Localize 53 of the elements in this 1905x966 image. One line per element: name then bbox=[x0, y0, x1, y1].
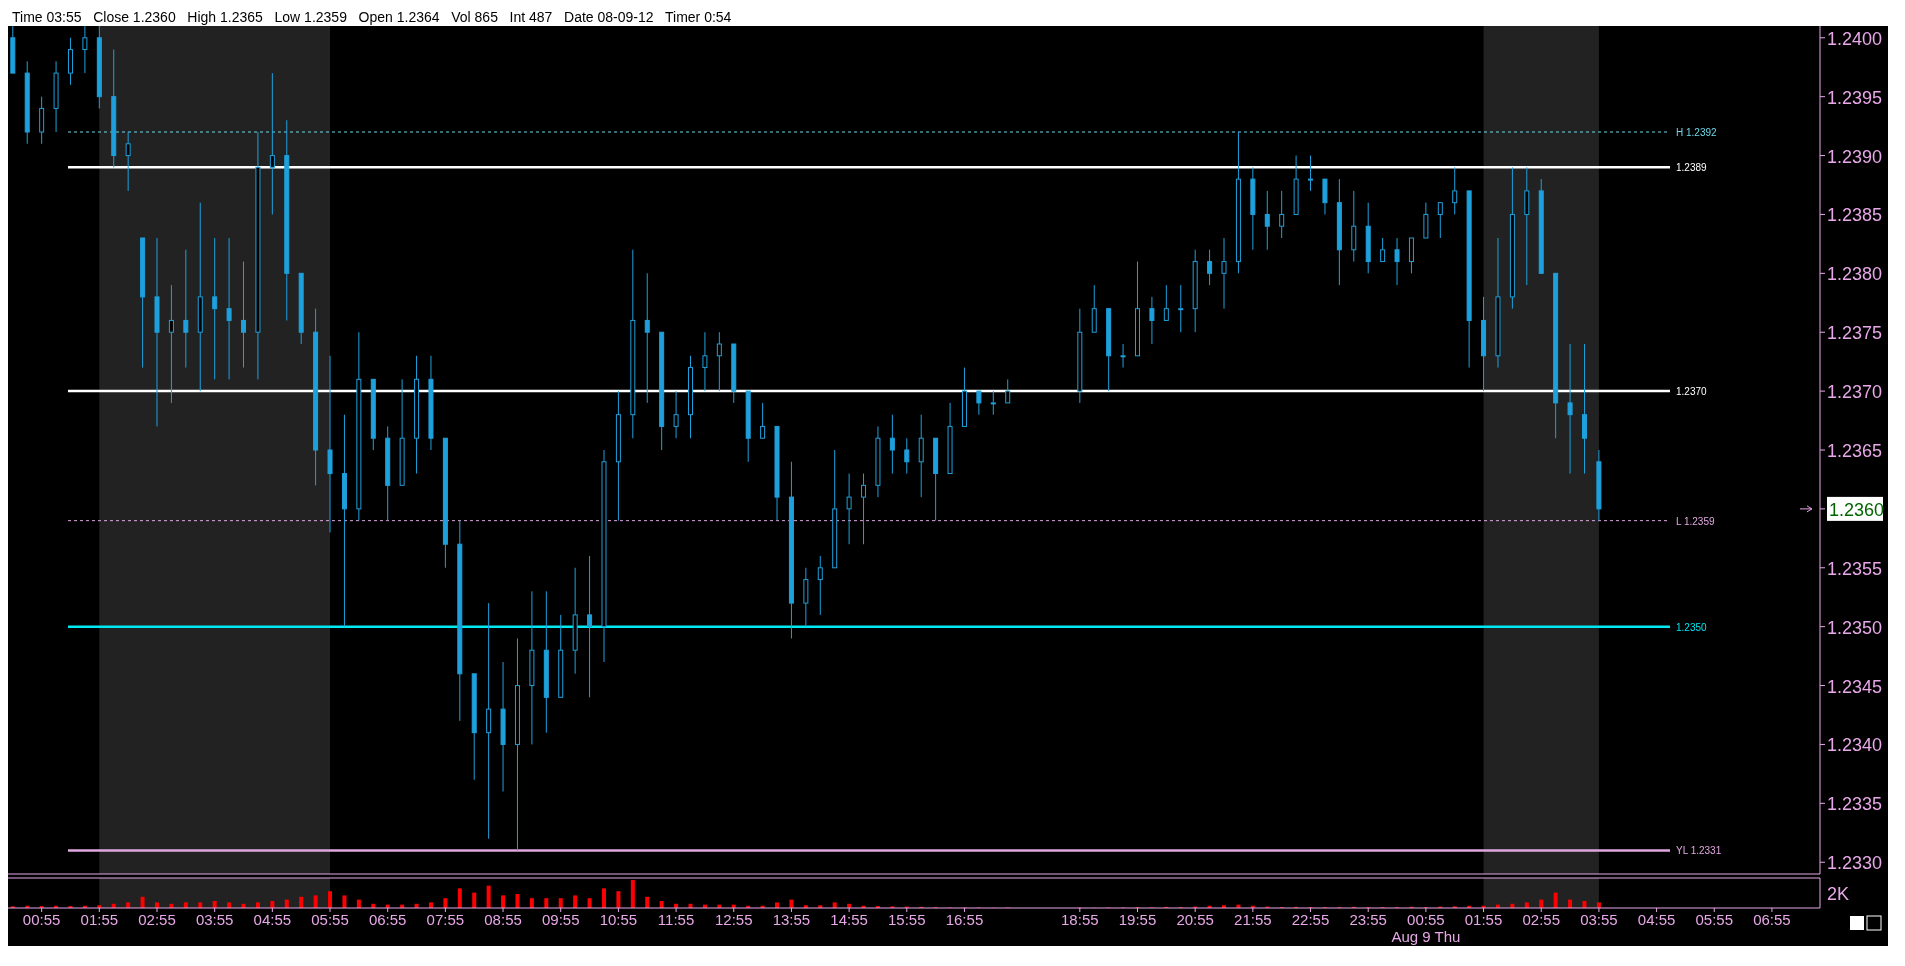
y-tick-label: 1.2330 bbox=[1827, 853, 1883, 874]
y-tick-label: 1.2380 bbox=[1827, 264, 1883, 285]
y-tick-label: 1.2335 bbox=[1827, 794, 1883, 815]
x-tick-label: 12:55 bbox=[714, 911, 753, 928]
ref-line-label: 1.2389 bbox=[1676, 162, 1708, 174]
y-tick-label: 1.2355 bbox=[1827, 558, 1883, 579]
chart-title: Time 03:55 Close 1.2360 High 1.2365 Low 1.2359 Open 1.2364 Vol 865 Int 487 Date 08-09-12 Timer 0:54 bbox=[12, 9, 732, 25]
ref-line-label: YL 1.2331 bbox=[1676, 845, 1722, 857]
x-tick-label: 07:55 bbox=[426, 911, 465, 928]
x-tick-label: 11:55 bbox=[657, 911, 695, 928]
y-tick-label: 1.2375 bbox=[1827, 323, 1883, 344]
x-tick-label: 02:55 bbox=[138, 911, 176, 928]
x-tick-label: 09:55 bbox=[541, 911, 580, 928]
text: Aug 9 Thu bbox=[1391, 928, 1461, 945]
x-tick-label: 15:55 bbox=[888, 911, 926, 928]
y-tick-label: 1.2340 bbox=[1827, 735, 1883, 756]
x-tick-label: 05:55 bbox=[1695, 911, 1734, 928]
ref-line-label: L 1.2359 bbox=[1676, 515, 1715, 527]
x-tick-label: 05:55 bbox=[311, 911, 349, 928]
x-tick-label: 14:55 bbox=[830, 911, 868, 928]
x-tick-label: 06:55 bbox=[368, 911, 407, 928]
ref-line-label: H 1.2392 bbox=[1676, 127, 1718, 138]
x-tick-label: 06:55 bbox=[1753, 911, 1791, 928]
x-tick-label: 02:55 bbox=[1522, 911, 1560, 928]
x-tick-label: 00:55 bbox=[1407, 911, 1445, 928]
y-tick-label: 1.2385 bbox=[1827, 205, 1883, 226]
x-tick-label: 13:55 bbox=[772, 911, 811, 928]
y-tick-label: 1.2345 bbox=[1827, 676, 1883, 697]
text: 2K bbox=[1827, 884, 1850, 904]
x-tick-label: 19:55 bbox=[1118, 911, 1157, 928]
x-tick-label: 22:55 bbox=[1291, 911, 1330, 928]
x-tick-label: 21:55 bbox=[1234, 911, 1272, 928]
ref-line-label: 1.2350 bbox=[1676, 621, 1708, 633]
x-tick-label: 04:55 bbox=[253, 911, 292, 928]
x-tick-label: 03:55 bbox=[1580, 911, 1618, 928]
x-tick-label: 23:55 bbox=[1349, 911, 1387, 928]
x-tick-label: 03:55 bbox=[195, 911, 234, 928]
x-tick-label: 01:55 bbox=[1464, 911, 1503, 928]
y-tick-label: 1.2400 bbox=[1827, 28, 1883, 49]
x-tick-label: 01:55 bbox=[80, 911, 119, 928]
x-tick-label: 04:55 bbox=[1637, 911, 1676, 928]
x-tick-label: 16:55 bbox=[945, 911, 984, 928]
x-tick-label: 00:55 bbox=[22, 911, 61, 928]
x-tick-label: 08:55 bbox=[484, 911, 522, 928]
x-tick-label: 18:55 bbox=[1061, 911, 1099, 928]
x-tick-label: 10:55 bbox=[599, 911, 638, 928]
y-tick-label: 1.2395 bbox=[1827, 87, 1883, 108]
y-tick-label: 1.2365 bbox=[1827, 441, 1883, 461]
y-tick-label: 1.2370 bbox=[1827, 382, 1883, 403]
y-tick-label: 1.2350 bbox=[1827, 617, 1883, 638]
ref-line-label: 1.2370 bbox=[1676, 386, 1708, 398]
y-tick-label: 1.2390 bbox=[1827, 146, 1883, 167]
x-tick-label: 20:55 bbox=[1176, 911, 1214, 928]
